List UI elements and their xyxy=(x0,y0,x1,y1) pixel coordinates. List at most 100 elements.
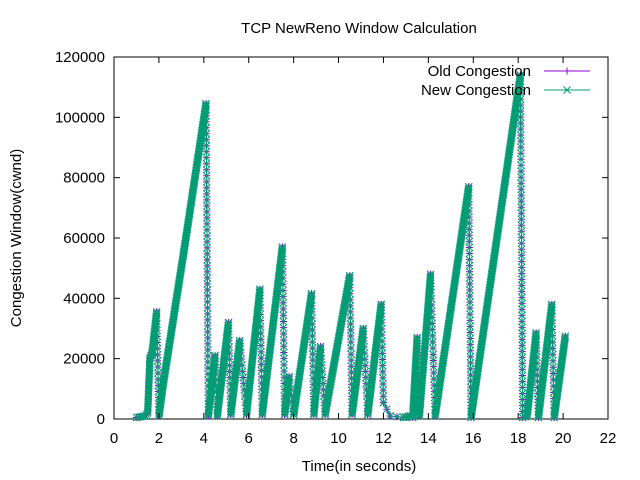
chart-title: TCP NewReno Window Calculation xyxy=(241,20,477,37)
x-marker xyxy=(225,343,233,351)
x-marker xyxy=(203,238,211,246)
x-marker xyxy=(308,332,317,340)
x-tick-label: 16 xyxy=(465,430,482,447)
x-marker xyxy=(203,346,212,354)
y-tick-label: 100000 xyxy=(55,109,105,126)
x-marker xyxy=(154,369,162,377)
x-marker xyxy=(203,310,212,318)
x-marker xyxy=(211,357,220,366)
x-marker xyxy=(201,103,210,111)
x-marker xyxy=(279,311,288,320)
x-marker xyxy=(203,262,212,270)
x-marker xyxy=(279,330,288,338)
x-marker xyxy=(153,332,162,341)
x-marker xyxy=(256,297,265,306)
x-marker xyxy=(278,246,286,255)
x-marker xyxy=(279,317,288,326)
x-axis-label: Time(in seconds) xyxy=(302,458,416,475)
x-marker xyxy=(203,213,211,222)
x-marker xyxy=(203,268,212,276)
x-marker xyxy=(279,305,288,313)
x-marker xyxy=(203,304,212,312)
x-marker xyxy=(278,255,287,264)
x-marker xyxy=(278,243,287,251)
x-marker xyxy=(204,352,212,360)
x-marker xyxy=(203,286,212,294)
x-marker xyxy=(202,129,211,138)
x-marker xyxy=(256,316,265,325)
x-marker xyxy=(153,350,162,359)
x-marker xyxy=(224,321,232,330)
x-marker xyxy=(285,372,293,381)
x-tick-label: 20 xyxy=(555,430,572,447)
y-tick-label: 0 xyxy=(97,411,105,428)
x-tick-label: 4 xyxy=(200,430,208,447)
x-marker xyxy=(308,314,316,322)
x-marker xyxy=(279,348,288,357)
legend-label: Old Congestion xyxy=(428,63,531,80)
x-marker xyxy=(152,308,161,316)
y-tick-label: 120000 xyxy=(55,49,105,66)
x-marker xyxy=(146,356,154,365)
x-marker xyxy=(202,141,211,150)
x-marker xyxy=(286,385,295,394)
x-marker xyxy=(237,355,246,363)
x-marker xyxy=(279,286,287,295)
x-marker xyxy=(203,280,212,288)
x-marker xyxy=(202,183,211,192)
x-marker xyxy=(202,99,210,108)
x-marker xyxy=(203,322,212,330)
y-tick-label: 80000 xyxy=(63,170,105,187)
x-marker xyxy=(153,320,161,329)
x-marker xyxy=(279,323,288,332)
x-tick-label: 14 xyxy=(420,430,437,447)
x-marker xyxy=(225,355,234,364)
x-marker xyxy=(203,328,212,336)
x-marker xyxy=(202,159,211,168)
x-marker xyxy=(203,316,212,324)
x-marker xyxy=(286,379,294,387)
x-tick-label: 2 xyxy=(155,430,163,447)
x-marker xyxy=(237,349,245,357)
x-marker xyxy=(308,338,317,346)
x-marker xyxy=(238,361,246,370)
x-marker xyxy=(153,344,162,353)
x-tick-label: 6 xyxy=(245,430,253,447)
x-marker xyxy=(257,360,266,369)
x-marker xyxy=(202,195,211,204)
x-marker xyxy=(256,285,264,294)
x-marker xyxy=(280,354,288,363)
x-marker xyxy=(236,342,245,351)
x-tick-label: 22 xyxy=(600,430,617,447)
x-marker xyxy=(203,219,211,228)
x-marker xyxy=(202,123,211,132)
x-marker xyxy=(308,344,317,352)
x-marker xyxy=(152,311,161,320)
x-tick-label: 18 xyxy=(510,430,527,447)
x-marker xyxy=(203,225,211,234)
x-marker xyxy=(224,318,233,327)
x-marker xyxy=(256,304,265,312)
x-marker xyxy=(278,274,287,282)
x-marker xyxy=(224,324,233,333)
series-new-congestion xyxy=(132,71,570,422)
x-marker xyxy=(203,334,212,342)
x-tick-label: 0 xyxy=(110,430,118,447)
legend: Old Congestion New Congestion xyxy=(421,63,590,99)
x-marker xyxy=(210,355,219,363)
x-marker xyxy=(307,302,316,310)
x-marker xyxy=(256,329,265,337)
x-marker xyxy=(203,340,212,348)
x-marker xyxy=(280,361,288,369)
x-marker xyxy=(202,105,210,114)
x-marker xyxy=(204,358,212,366)
x-marker xyxy=(211,369,220,378)
x-marker xyxy=(203,298,212,306)
x-marker xyxy=(256,310,265,319)
x-marker xyxy=(153,363,162,371)
x-marker xyxy=(279,280,287,289)
x-marker xyxy=(278,268,287,276)
y-tick-label: 60000 xyxy=(63,230,105,247)
x-marker xyxy=(239,373,247,382)
